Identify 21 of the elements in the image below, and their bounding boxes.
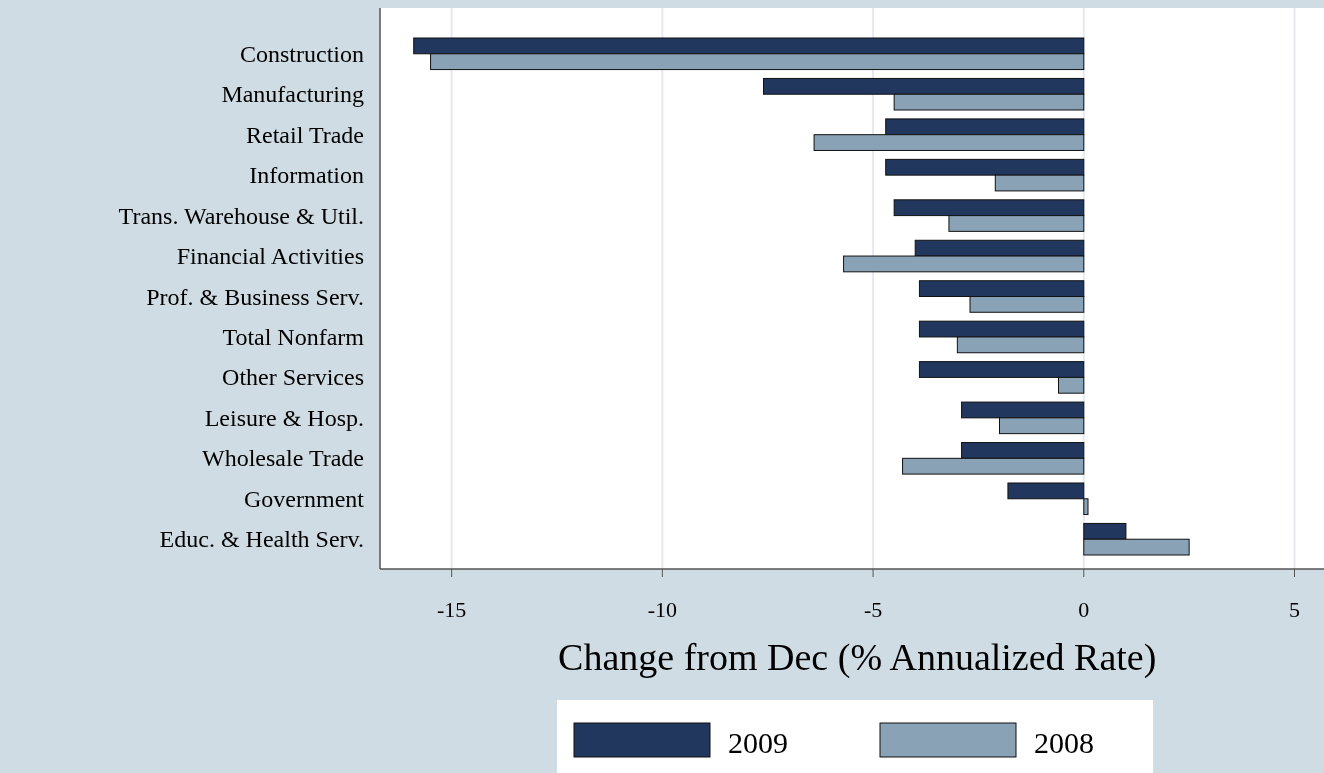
y-tick-label: Information (249, 162, 364, 189)
y-tick-label: Financial Activities (176, 243, 364, 270)
y-tick-label: Leisure & Hosp. (204, 404, 364, 431)
y-tick-label: Manufacturing (221, 81, 364, 108)
y-tick-label: Government (244, 485, 365, 512)
x-tick-label: 0 (1078, 597, 1090, 622)
y-tick-label: Trans. Warehouse & Util. (118, 202, 364, 229)
y-tick-label: Prof. & Business Serv. (146, 283, 364, 310)
y-tick-label: Wholesale Trade (202, 445, 364, 472)
x-tick-label: 5 (1289, 597, 1300, 622)
x-tick-label: -15 (436, 597, 467, 622)
y-tick-label: Retail Trade (246, 121, 364, 148)
x-axis-title: Change from Dec (% Annualized Rate) (558, 636, 1157, 679)
y-tick-label: Construction (240, 40, 364, 67)
x-tick-label: -5 (863, 597, 883, 622)
y-tick-label: Total Nonfarm (222, 323, 365, 350)
y-tick-label: Other Services (222, 364, 364, 391)
legend-label: 2009 (728, 726, 788, 759)
legend-label: 2008 (1034, 726, 1094, 759)
y-tick-label: Educ. & Health Serv. (159, 526, 364, 553)
x-tick-label: -10 (647, 597, 678, 622)
